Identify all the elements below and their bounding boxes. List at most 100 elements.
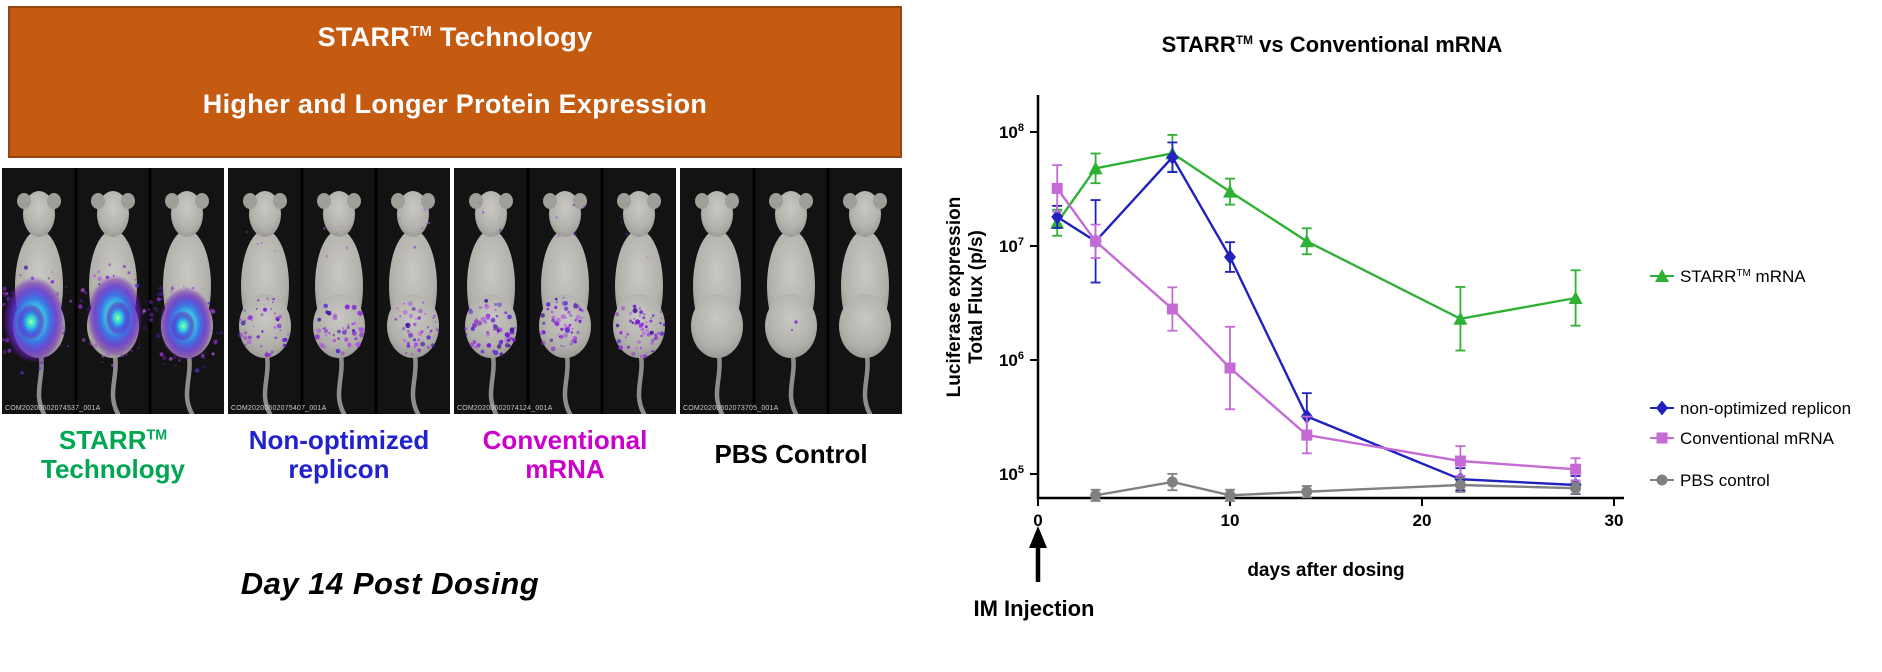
luminescence-signal xyxy=(392,208,439,356)
x-tick-label: 10 xyxy=(1221,511,1240,530)
data-point-pbs-control xyxy=(1090,489,1102,501)
mouse-ear xyxy=(799,193,813,209)
mouse-ear xyxy=(647,193,661,209)
mouse-ear xyxy=(843,193,857,209)
mouse-ear xyxy=(873,193,887,209)
mouse-ear xyxy=(543,193,557,209)
mouse-image-non-optimized xyxy=(228,168,450,414)
mouse-head xyxy=(249,191,281,237)
legend-marker-conventional-mrna xyxy=(1656,432,1668,444)
panel-label-line1: STARR xyxy=(58,424,147,455)
mouse-head xyxy=(849,191,881,237)
data-point-pbs-control xyxy=(1166,476,1178,488)
mouse-ear xyxy=(243,193,257,209)
x-tick-label: 0 xyxy=(1033,511,1042,530)
mouse-head xyxy=(775,191,807,237)
data-point-conventional-mrna xyxy=(1051,182,1063,194)
mouse-figure xyxy=(691,191,743,414)
mouse-hindquarters xyxy=(313,294,365,358)
luminescence-signal xyxy=(78,263,154,367)
mouse-ear xyxy=(195,193,209,209)
data-point-starr-mrna xyxy=(1453,311,1468,325)
mouse-figure xyxy=(313,191,365,414)
figure-caption: Day 14 Post Dosing xyxy=(240,566,540,601)
panel-label-conventional: Conventional mRNA xyxy=(454,420,676,490)
mouse-image-starr xyxy=(2,168,224,414)
data-point-pbs-control xyxy=(1224,489,1236,501)
legend-label-non-optimized-replicon: non-optimized replicon xyxy=(1680,399,1851,418)
mouse-head xyxy=(23,191,55,237)
data-point-conventional-mrna xyxy=(1224,362,1236,374)
panel-label-line2: replicon xyxy=(288,454,390,484)
mouse-ear xyxy=(121,193,135,209)
expression-chart-svg: STARRTM vs Conventional mRNA 105 106 107 108… xyxy=(944,32,1851,621)
panel-label-line2: Technology xyxy=(41,454,185,484)
mouse-figure xyxy=(839,191,891,414)
chart-section: STARRTM vs Conventional mRNA 105 106 107 108… xyxy=(910,0,1882,672)
chart-title: STARRTM vs Conventional mRNA xyxy=(1162,32,1503,57)
mouse-figure xyxy=(765,191,817,414)
svg-text:Total Flux (p/s): Total Flux (p/s) xyxy=(966,230,987,364)
mouse-ear xyxy=(347,193,361,209)
mouse-hindquarters xyxy=(387,294,439,358)
mouse-figure xyxy=(2,191,73,414)
image-watermark: COM20200602075407_001A xyxy=(231,405,327,412)
trademark-superscript: TM xyxy=(410,24,433,40)
y-tick-label: 108 xyxy=(999,122,1024,142)
legend-label-starr-mrna: STARRTM mRNA xyxy=(1680,267,1806,286)
image-watermark: COM20200602074124_001A xyxy=(457,405,553,412)
data-point-conventional-mrna xyxy=(1454,455,1466,467)
mouse-head xyxy=(171,191,203,237)
mouse-ear xyxy=(421,193,435,209)
x-axis-label: days after dosing xyxy=(1247,560,1404,581)
mouse-hindquarters xyxy=(465,294,517,358)
panel-label-line2: mRNA xyxy=(525,454,605,484)
panel-label-line1: Non-optimized xyxy=(248,424,430,455)
luminescence-signal xyxy=(791,320,798,331)
mouse-head xyxy=(97,191,129,237)
mouse-figure xyxy=(387,191,439,414)
left-section: STARRTM Technology Higher and Longer Pro… xyxy=(0,0,910,672)
mouse-panel-starr: COM20200602074537_001A xyxy=(2,168,224,414)
series-line-starr-mrna xyxy=(1056,152,1576,321)
mouse-ear xyxy=(91,193,105,209)
mouse-head xyxy=(475,191,507,237)
mouse-ear xyxy=(695,193,709,209)
data-point-conventional-mrna xyxy=(1090,235,1102,247)
image-watermark: COM20200602073705_001A xyxy=(683,405,779,412)
luminescence-signal xyxy=(154,285,223,373)
data-point-pbs-control xyxy=(1301,486,1313,498)
header-title-suffix: Technology xyxy=(432,22,593,52)
mouse-ear xyxy=(17,193,31,209)
mouse-ear xyxy=(617,193,631,209)
annotation-im-injection: IM Injection xyxy=(974,596,1095,621)
data-point-conventional-mrna xyxy=(1570,463,1582,475)
header-title-brand: STARR xyxy=(317,22,411,52)
mouse-hindquarters xyxy=(839,294,891,358)
mouse-hindquarters xyxy=(765,294,817,358)
x-tick-label: 20 xyxy=(1413,511,1432,530)
mouse-hindquarters xyxy=(691,294,743,358)
y-axis-label: Luciferase expression Total Flux (p/s) xyxy=(944,197,987,398)
mouse-panel-non-optimized: COM20200602075407_001A xyxy=(228,168,450,414)
mouse-head xyxy=(549,191,581,237)
panel-label-pbs: PBS Control xyxy=(680,420,902,490)
injection-arrow-head xyxy=(1029,526,1047,548)
luminescence-signal xyxy=(314,225,365,356)
series-line-conventional-mrna xyxy=(1056,187,1576,471)
luminescence-signal xyxy=(463,201,516,357)
x-tick-label: 30 xyxy=(1605,511,1624,530)
mouse-figure xyxy=(613,191,666,414)
panel-label-non-optimized: Non-optimized replicon xyxy=(228,420,450,490)
mouse-figure xyxy=(463,191,517,414)
luminescence-signal xyxy=(238,230,290,358)
mouse-head xyxy=(701,191,733,237)
mouse-ear xyxy=(317,193,331,209)
luminescence-signal xyxy=(539,204,586,352)
luminescence-signal xyxy=(2,265,73,375)
legend-marker-starr-mrna xyxy=(1655,269,1669,282)
trademark-superscript: TM xyxy=(146,427,168,444)
y-tick-label: 107 xyxy=(999,236,1024,256)
data-point-non-optimized-replicon xyxy=(1224,249,1236,265)
